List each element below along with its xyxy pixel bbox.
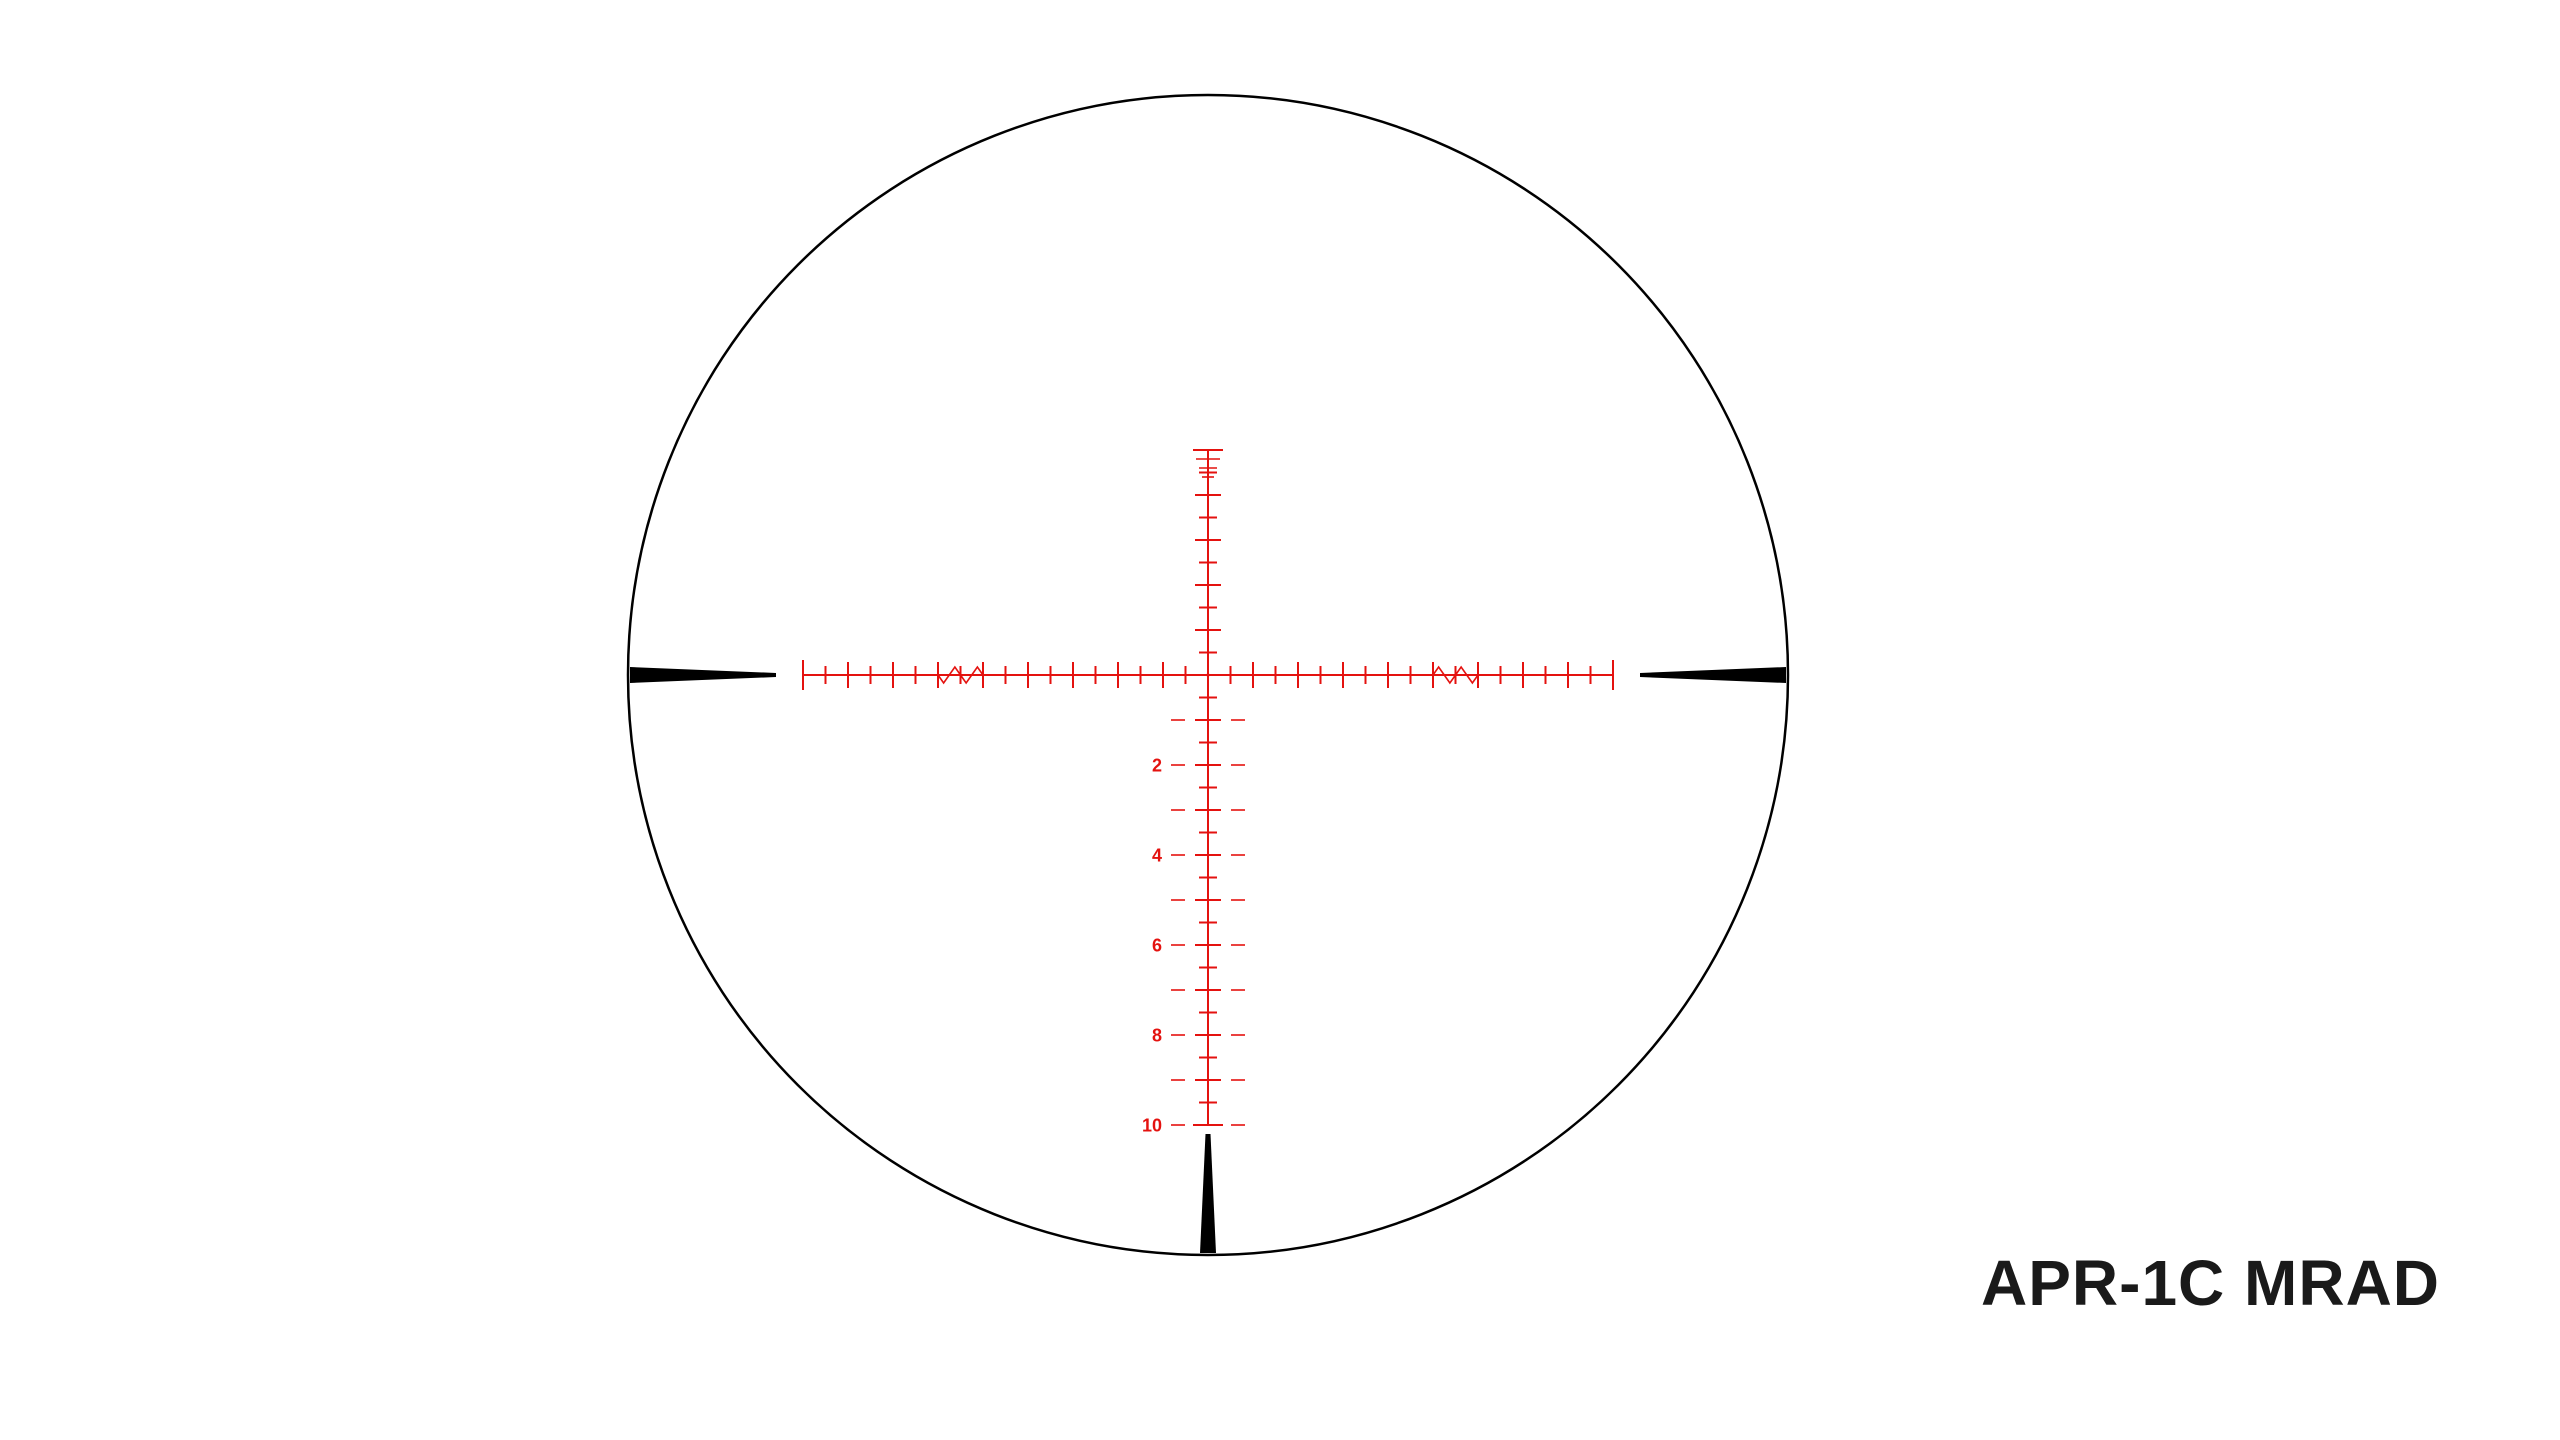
svg-text:4: 4 <box>1152 845 1162 865</box>
svg-text:2: 2 <box>1152 755 1162 775</box>
svg-text:6: 6 <box>1152 935 1162 955</box>
reticle-title: APR-1C MRAD <box>1981 1246 2440 1320</box>
svg-text:8: 8 <box>1152 1025 1162 1045</box>
reticle-diagram: 2 4 6 8 10 <box>0 0 2560 1440</box>
svg-text:10: 10 <box>1142 1115 1162 1135</box>
